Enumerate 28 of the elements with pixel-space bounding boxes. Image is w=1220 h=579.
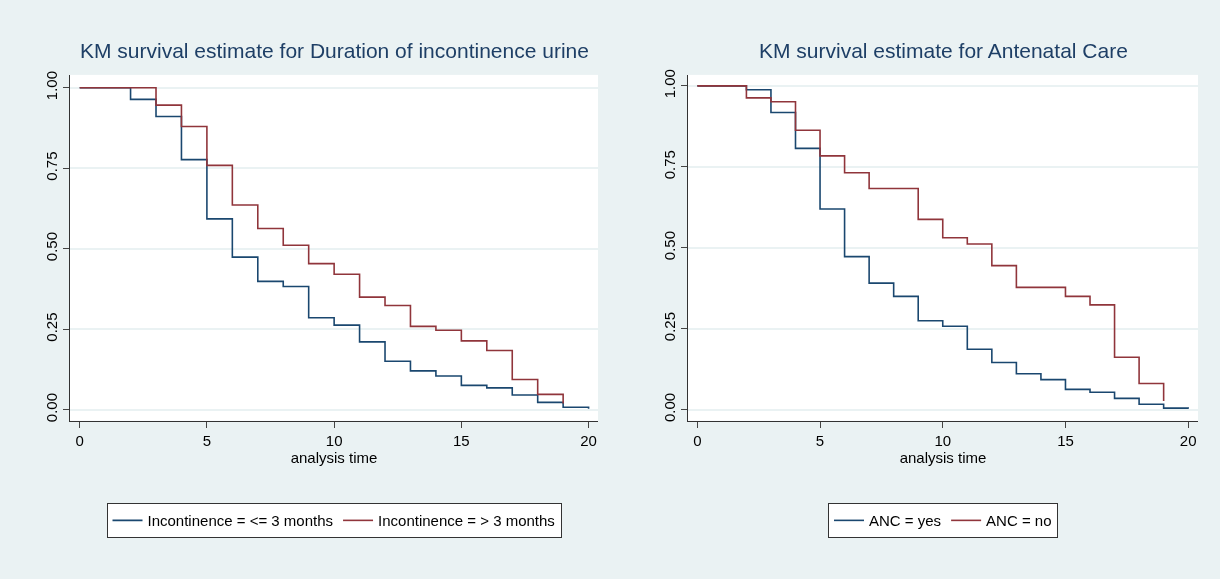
y-tick-label: 0.25 xyxy=(43,312,60,342)
x-tick-label: 5 xyxy=(202,431,212,449)
x-tick-label: 15 xyxy=(453,431,470,449)
y-tick-label: 1.00 xyxy=(661,69,678,99)
x-tick-label: 10 xyxy=(325,431,343,449)
x-tick-label: 15 xyxy=(1057,431,1074,449)
legend-label: ANC = yes xyxy=(869,512,942,530)
y-tick-label: 0.50 xyxy=(43,231,60,262)
y-tick-label: 0.00 xyxy=(661,392,678,423)
chart-title: KM survival estimate for Antenatal Care xyxy=(759,39,1128,62)
legend-label: ANC = no xyxy=(986,512,1052,530)
y-tick-label: 0.75 xyxy=(43,151,60,181)
y-tick-label: 0.75 xyxy=(661,150,678,180)
legend-label: Incontinence = <= 3 months xyxy=(147,512,334,530)
chart-title: KM survival estimate for Duration of incontinence urine xyxy=(80,39,589,62)
x-tick-label: 0 xyxy=(693,431,702,449)
x-tick-label: 5 xyxy=(815,431,825,449)
x-axis-title: analysis time xyxy=(290,448,378,466)
y-tick-label: 0.25 xyxy=(661,311,678,342)
y-tick-label: 1.00 xyxy=(43,70,60,101)
y-tick-label: 0.00 xyxy=(43,392,60,423)
legend-label: Incontinence = > 3 months xyxy=(378,512,555,530)
x-axis-title: analysis time xyxy=(899,448,987,466)
x-tick-label: 20 xyxy=(1179,431,1197,449)
x-tick-label: 20 xyxy=(580,431,597,449)
x-tick-label: 0 xyxy=(75,431,84,449)
y-tick-label: 0.50 xyxy=(661,230,678,261)
x-tick-label: 10 xyxy=(934,431,952,449)
